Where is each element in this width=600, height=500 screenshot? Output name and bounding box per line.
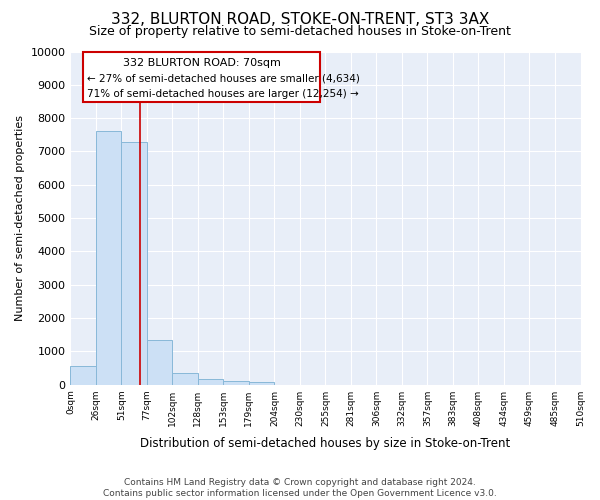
Bar [70, 366, 96, 384]
Bar [198, 379, 223, 384]
Text: Contains HM Land Registry data © Crown copyright and database right 2024.
Contai: Contains HM Land Registry data © Crown c… [103, 478, 497, 498]
Text: Size of property relative to semi-detached houses in Stoke-on-Trent: Size of property relative to semi-detach… [89, 25, 511, 38]
Bar [147, 340, 172, 384]
Text: 332 BLURTON ROAD: 70sqm: 332 BLURTON ROAD: 70sqm [123, 58, 281, 68]
Bar [172, 374, 198, 384]
Text: 71% of semi-detached houses are larger (12,254) →: 71% of semi-detached houses are larger (… [87, 88, 359, 99]
Y-axis label: Number of semi-detached properties: Number of semi-detached properties [15, 115, 25, 321]
Bar [121, 142, 147, 384]
Bar [223, 380, 249, 384]
X-axis label: Distribution of semi-detached houses by size in Stoke-on-Trent: Distribution of semi-detached houses by … [140, 437, 511, 450]
Bar [249, 382, 274, 384]
FancyBboxPatch shape [83, 52, 320, 102]
Text: ← 27% of semi-detached houses are smaller (4,634): ← 27% of semi-detached houses are smalle… [87, 74, 360, 84]
Bar [96, 131, 121, 384]
Text: 332, BLURTON ROAD, STOKE-ON-TRENT, ST3 3AX: 332, BLURTON ROAD, STOKE-ON-TRENT, ST3 3… [111, 12, 489, 28]
